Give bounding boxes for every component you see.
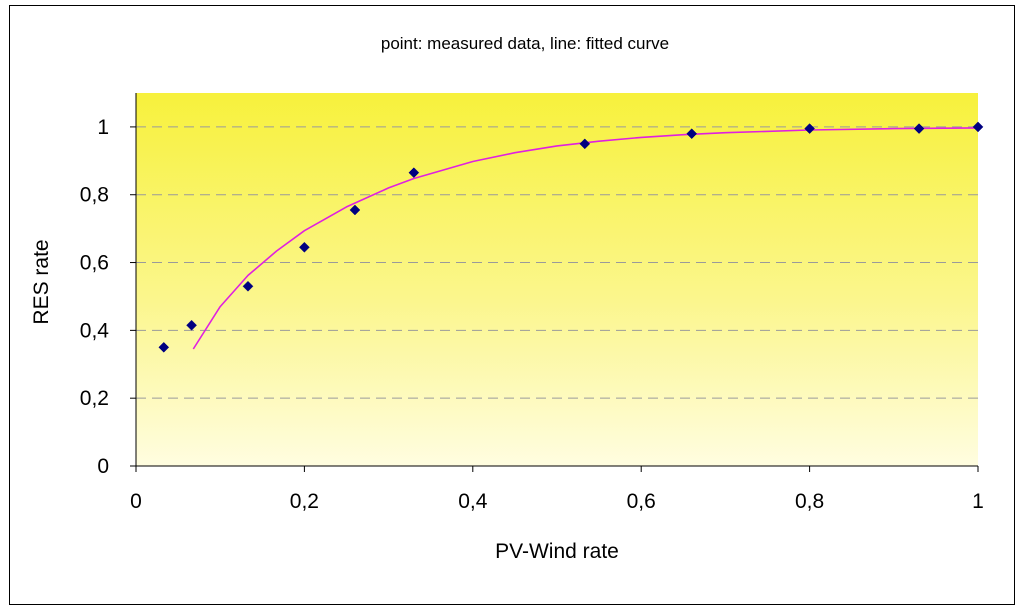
plot-area xyxy=(136,93,978,466)
x-tick-label: 0 xyxy=(130,490,142,513)
data-point-diamond xyxy=(349,204,361,216)
data-point-diamond xyxy=(579,138,591,150)
y-tick-labels: 0 0,2 0,4 0,6 0,8 1 xyxy=(80,116,110,478)
x-axis-title: PV-Wind rate xyxy=(495,540,619,563)
x-tick-label: 1 xyxy=(972,490,984,513)
y-tick-label: 0,2 xyxy=(80,387,109,410)
y-tick-label: 0 xyxy=(97,455,109,478)
fitted-curve-line xyxy=(192,127,979,350)
x-tick-label: 0,4 xyxy=(458,490,488,513)
y-tick-label: 0,4 xyxy=(80,319,110,342)
chart-svg: point: measured data, line: fitted curve… xyxy=(30,34,984,563)
y-tick-label: 0,6 xyxy=(80,252,109,275)
x-tick-label: 0,8 xyxy=(795,490,824,513)
data-point-diamond xyxy=(186,319,197,331)
data-point-diamond xyxy=(299,241,310,253)
x-tick-label: 0,2 xyxy=(290,490,319,513)
y-axis-title: RES rate xyxy=(30,239,53,324)
data-point-diamond xyxy=(242,280,254,292)
measured-points-layer xyxy=(158,121,984,353)
data-point-diamond xyxy=(686,128,698,140)
fitted-curve-layer xyxy=(192,127,979,350)
y-tick-label: 0,8 xyxy=(80,184,109,207)
data-point-diamond xyxy=(158,341,170,353)
data-point-diamond xyxy=(408,167,420,179)
data-point-diamond xyxy=(972,121,984,133)
chart-title: point: measured data, line: fitted curve xyxy=(381,34,669,53)
data-point-diamond xyxy=(804,123,815,134)
gridlines xyxy=(136,126,978,399)
y-tick-label: 1 xyxy=(97,116,109,139)
data-point-diamond xyxy=(913,123,925,134)
axes xyxy=(130,93,979,472)
x-tick-label: 0,6 xyxy=(627,490,656,513)
x-tick-labels: 0 0,2 0,4 0,6 0,8 1 xyxy=(130,490,984,513)
